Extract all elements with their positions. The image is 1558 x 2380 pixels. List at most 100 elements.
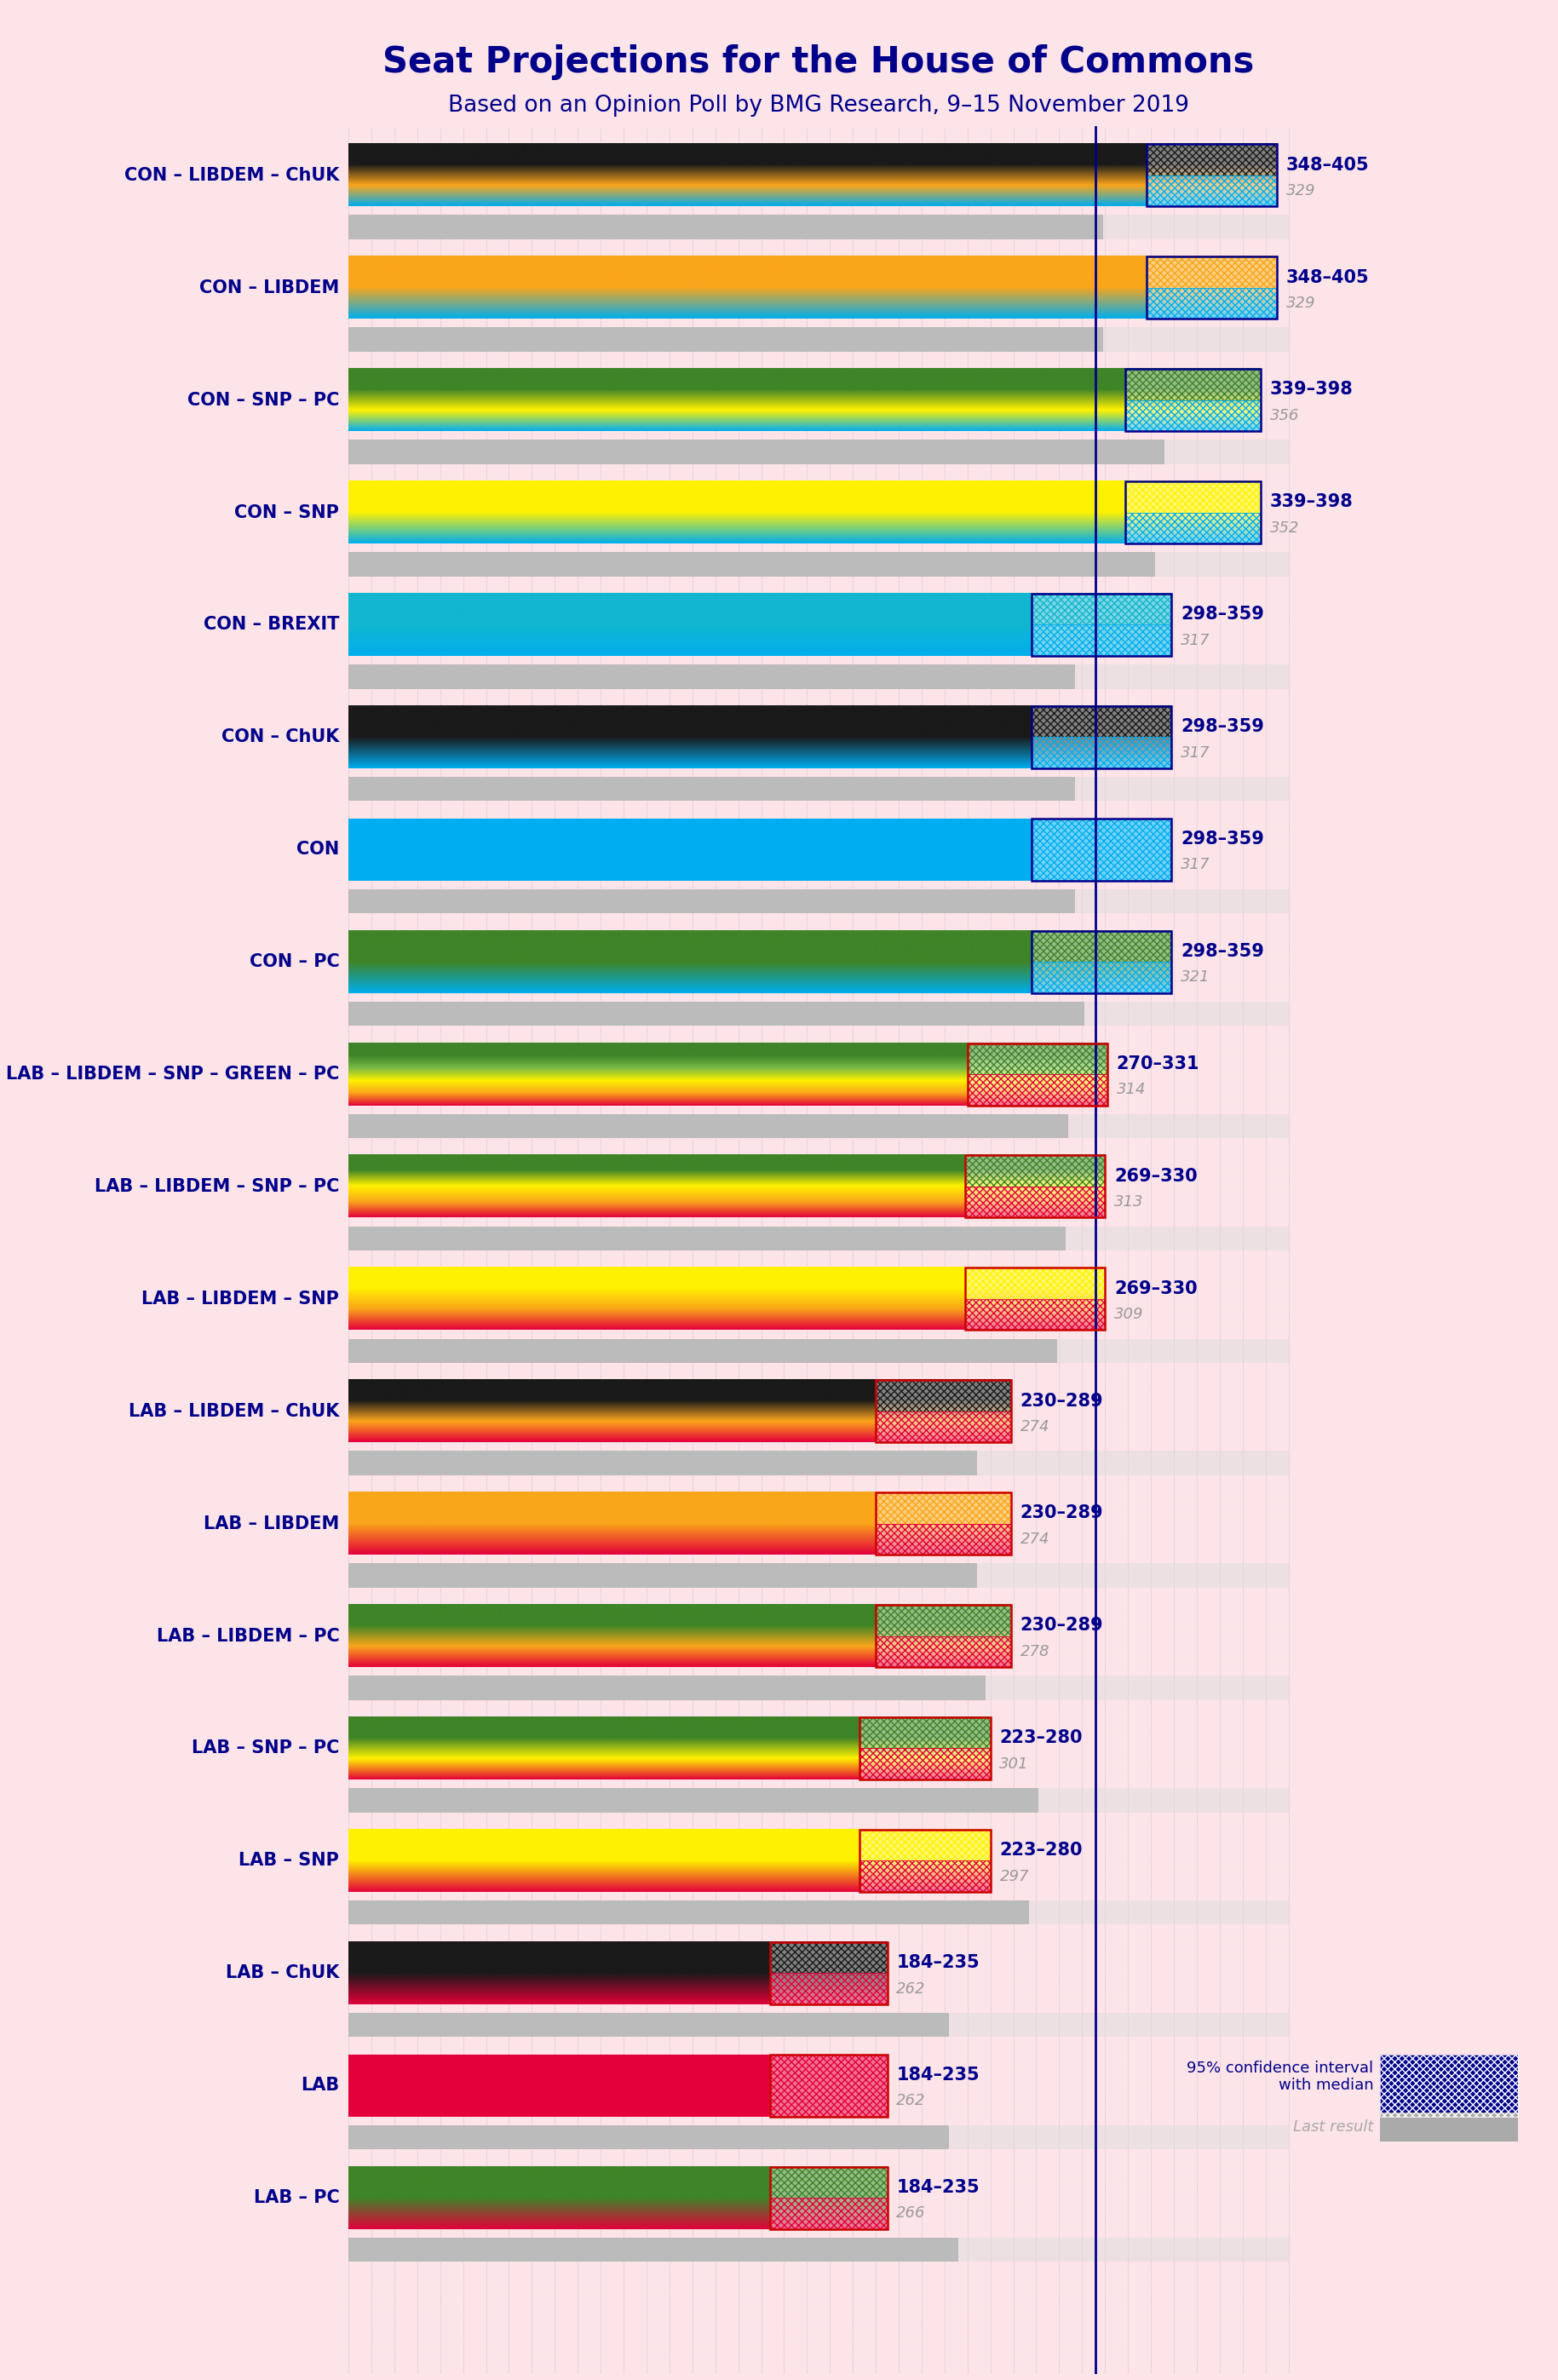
Bar bbox=[349, 2013, 1288, 2037]
Text: LAB – LIBDEM – SNP – GREEN – PC: LAB – LIBDEM – SNP – GREEN – PC bbox=[6, 1066, 340, 1083]
Bar bbox=[349, 1338, 1288, 1364]
Text: 317: 317 bbox=[1181, 745, 1211, 759]
Bar bbox=[860, 1718, 991, 1780]
Bar bbox=[770, 1942, 887, 2004]
Bar bbox=[349, 1676, 1288, 1699]
Bar bbox=[968, 1042, 1108, 1104]
Text: 266: 266 bbox=[896, 2206, 925, 2221]
Text: CON – LIBDEM: CON – LIBDEM bbox=[199, 278, 340, 295]
Bar bbox=[1031, 931, 1172, 992]
Bar bbox=[349, 819, 1031, 881]
Bar bbox=[1031, 593, 1172, 626]
Bar bbox=[770, 1942, 887, 2004]
Text: 339–398: 339–398 bbox=[1270, 381, 1354, 397]
Bar bbox=[349, 2237, 1288, 2261]
Bar bbox=[1126, 369, 1260, 431]
Bar bbox=[1031, 593, 1172, 657]
Text: 278: 278 bbox=[1020, 1645, 1050, 1659]
Bar bbox=[964, 1269, 1105, 1330]
Text: CON – BREXIT: CON – BREXIT bbox=[204, 616, 340, 633]
Text: 352: 352 bbox=[1270, 521, 1299, 536]
Bar bbox=[349, 328, 1103, 352]
Bar bbox=[349, 890, 1075, 914]
Text: 230–289: 230–289 bbox=[1020, 1392, 1103, 1409]
Bar bbox=[964, 1269, 1105, 1299]
Bar bbox=[1147, 257, 1278, 319]
Bar bbox=[1147, 257, 1278, 319]
Bar bbox=[964, 1299, 1105, 1330]
Text: 313: 313 bbox=[1114, 1195, 1144, 1209]
Bar bbox=[860, 1749, 991, 1780]
Text: LAB – SNP – PC: LAB – SNP – PC bbox=[192, 1740, 340, 1756]
Bar bbox=[770, 2166, 887, 2197]
Bar bbox=[1126, 481, 1260, 512]
Text: 223–280: 223–280 bbox=[1000, 1842, 1083, 1859]
Text: 274: 274 bbox=[1020, 1418, 1050, 1435]
Text: 298–359: 298–359 bbox=[1181, 942, 1264, 959]
Bar bbox=[349, 1452, 977, 1476]
Text: CON – PC: CON – PC bbox=[249, 954, 340, 971]
Text: 95% confidence interval
with median: 95% confidence interval with median bbox=[1187, 2061, 1373, 2094]
Text: 270–331: 270–331 bbox=[1117, 1054, 1200, 1073]
Text: LAB – LIBDEM – PC: LAB – LIBDEM – PC bbox=[156, 1628, 340, 1645]
Bar bbox=[770, 2166, 887, 2230]
Bar bbox=[1126, 369, 1260, 400]
Text: 356: 356 bbox=[1270, 407, 1299, 424]
Bar bbox=[1380, 2054, 1517, 2116]
Bar bbox=[770, 2054, 887, 2116]
Bar bbox=[876, 1492, 1011, 1554]
Bar bbox=[349, 2125, 1288, 2149]
Bar bbox=[876, 1523, 1011, 1554]
Text: CON: CON bbox=[296, 840, 340, 857]
Bar bbox=[1380, 2113, 1517, 2142]
Text: 329: 329 bbox=[1287, 295, 1315, 312]
Text: 297: 297 bbox=[1000, 1868, 1028, 1885]
Bar bbox=[349, 1902, 1288, 1925]
Bar bbox=[876, 1492, 1011, 1554]
Bar bbox=[1031, 626, 1172, 657]
Bar bbox=[1126, 512, 1260, 543]
Bar bbox=[770, 2166, 887, 2230]
Bar bbox=[860, 1830, 991, 1861]
Text: 298–359: 298–359 bbox=[1181, 607, 1264, 624]
Bar bbox=[349, 552, 1156, 576]
Bar bbox=[1147, 257, 1278, 288]
Text: 321: 321 bbox=[1181, 969, 1211, 985]
Bar bbox=[349, 1564, 1288, 1587]
Bar bbox=[876, 1604, 1011, 1635]
Bar bbox=[349, 664, 1075, 688]
Bar bbox=[876, 1604, 1011, 1666]
Bar bbox=[1126, 369, 1260, 431]
Bar bbox=[968, 1073, 1108, 1104]
Bar bbox=[770, 2197, 887, 2230]
Text: LAB – LIBDEM: LAB – LIBDEM bbox=[204, 1516, 340, 1533]
Bar bbox=[1147, 145, 1278, 176]
Text: CON – ChUK: CON – ChUK bbox=[221, 728, 340, 745]
Bar bbox=[349, 776, 1288, 802]
Text: CON – SNP: CON – SNP bbox=[235, 505, 340, 521]
Bar bbox=[349, 1452, 1288, 1476]
Bar bbox=[1031, 931, 1172, 962]
Bar bbox=[860, 1830, 991, 1892]
Text: LAB: LAB bbox=[301, 2078, 340, 2094]
Bar bbox=[349, 214, 1288, 240]
Text: 348–405: 348–405 bbox=[1287, 269, 1369, 286]
Bar bbox=[349, 440, 1288, 464]
Bar bbox=[964, 1188, 1105, 1219]
Text: 309: 309 bbox=[1114, 1307, 1144, 1323]
Bar bbox=[349, 1676, 986, 1699]
Text: LAB – LIBDEM – SNP: LAB – LIBDEM – SNP bbox=[142, 1290, 340, 1307]
Text: 314: 314 bbox=[1117, 1083, 1145, 1097]
Text: CON – SNP – PC: CON – SNP – PC bbox=[187, 393, 340, 409]
Bar bbox=[968, 1042, 1108, 1073]
Bar bbox=[860, 1830, 991, 1892]
Bar bbox=[860, 1718, 991, 1780]
Text: 317: 317 bbox=[1181, 857, 1211, 873]
Bar bbox=[349, 552, 1288, 576]
Bar bbox=[349, 1564, 977, 1587]
Text: 184–235: 184–235 bbox=[896, 1954, 980, 1971]
Text: LAB – LIBDEM – SNP – PC: LAB – LIBDEM – SNP – PC bbox=[95, 1178, 340, 1195]
Bar bbox=[1126, 481, 1260, 543]
Bar bbox=[349, 890, 1288, 914]
Text: 230–289: 230–289 bbox=[1020, 1504, 1103, 1521]
